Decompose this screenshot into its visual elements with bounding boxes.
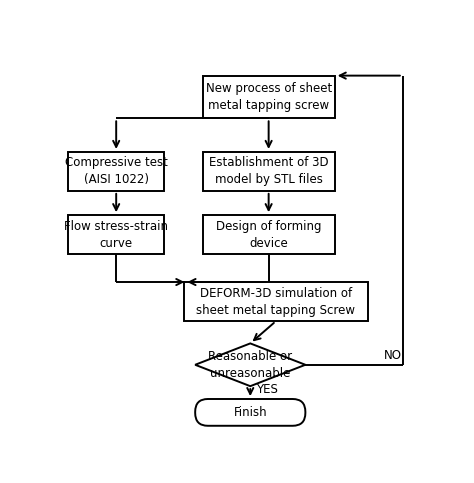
FancyBboxPatch shape: [202, 152, 335, 191]
Text: Compressive test
(AISI 1022): Compressive test (AISI 1022): [65, 156, 168, 186]
Text: YES: YES: [256, 383, 278, 396]
FancyBboxPatch shape: [68, 152, 164, 191]
Text: Flow stress-strain
curve: Flow stress-strain curve: [64, 220, 168, 250]
Text: Finish: Finish: [234, 406, 267, 419]
Text: Design of forming
device: Design of forming device: [216, 220, 321, 250]
FancyBboxPatch shape: [195, 399, 305, 426]
Polygon shape: [195, 343, 305, 386]
Text: New process of sheet
metal tapping screw: New process of sheet metal tapping screw: [206, 82, 332, 112]
Text: Establishment of 3D
model by STL files: Establishment of 3D model by STL files: [209, 156, 328, 186]
FancyBboxPatch shape: [184, 282, 368, 321]
FancyBboxPatch shape: [202, 76, 335, 118]
FancyBboxPatch shape: [68, 215, 164, 254]
Text: DEFORM-3D simulation of
sheet metal tapping Screw: DEFORM-3D simulation of sheet metal tapp…: [197, 286, 356, 316]
Text: Reasonable or
unreasonable: Reasonable or unreasonable: [208, 350, 292, 380]
Text: NO: NO: [384, 349, 402, 362]
FancyBboxPatch shape: [202, 215, 335, 254]
